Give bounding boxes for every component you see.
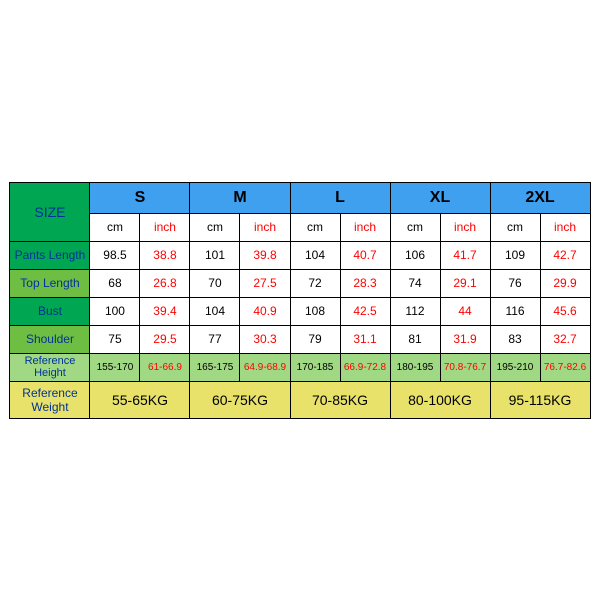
size-header: M	[190, 182, 290, 213]
val-cm: 101	[190, 241, 240, 269]
val-inch: 42.7	[540, 241, 590, 269]
val-inch: 39.8	[240, 241, 290, 269]
unit-inch: inch	[540, 213, 590, 241]
size-header: S	[90, 182, 190, 213]
val-inch: 29.1	[440, 269, 490, 297]
size-chart-table: SIZESMLXL2XLcminchcminchcminchcminchcmin…	[9, 182, 590, 419]
val-cm: 76	[490, 269, 540, 297]
unit-cm: cm	[190, 213, 240, 241]
row-label-bust: Bust	[10, 297, 90, 325]
ref-height-inch: 66.9-72.8	[340, 353, 390, 381]
size-header: L	[290, 182, 390, 213]
ref-height-inch: 76.7-82.6	[540, 353, 590, 381]
ref-weight-val: 80-100KG	[390, 381, 490, 418]
row-label-ref-height: Reference Height	[10, 353, 90, 381]
row-label-shoulder: Shoulder	[10, 325, 90, 353]
val-inch: 38.8	[140, 241, 190, 269]
size-label: SIZE	[10, 182, 90, 241]
unit-cm: cm	[490, 213, 540, 241]
val-inch: 44	[440, 297, 490, 325]
ref-height-inch: 61-66.9	[140, 353, 190, 381]
ref-height-cm: 180-195	[390, 353, 440, 381]
val-inch: 28.3	[340, 269, 390, 297]
val-cm: 74	[390, 269, 440, 297]
val-cm: 72	[290, 269, 340, 297]
ref-height-inch: 64.9-68.9	[240, 353, 290, 381]
val-inch: 42.5	[340, 297, 390, 325]
val-inch: 29.9	[540, 269, 590, 297]
ref-weight-val: 95-115KG	[490, 381, 590, 418]
val-inch: 45.6	[540, 297, 590, 325]
val-inch: 31.9	[440, 325, 490, 353]
ref-weight-val: 60-75KG	[190, 381, 290, 418]
val-cm: 98.5	[90, 241, 140, 269]
row-label-ref-weight: Reference Weight	[10, 381, 90, 418]
val-cm: 112	[390, 297, 440, 325]
val-cm: 104	[190, 297, 240, 325]
val-cm: 79	[290, 325, 340, 353]
val-inch: 27.5	[240, 269, 290, 297]
row-label-pants_length: Pants Length	[10, 241, 90, 269]
val-inch: 41.7	[440, 241, 490, 269]
val-inch: 26.8	[140, 269, 190, 297]
val-cm: 106	[390, 241, 440, 269]
ref-height-cm: 165-175	[190, 353, 240, 381]
val-inch: 30.3	[240, 325, 290, 353]
val-cm: 83	[490, 325, 540, 353]
val-inch: 29.5	[140, 325, 190, 353]
size-header: 2XL	[490, 182, 590, 213]
ref-weight-val: 70-85KG	[290, 381, 390, 418]
val-inch: 39.4	[140, 297, 190, 325]
unit-inch: inch	[140, 213, 190, 241]
ref-height-cm: 155-170	[90, 353, 140, 381]
val-cm: 68	[90, 269, 140, 297]
val-inch: 32.7	[540, 325, 590, 353]
val-cm: 81	[390, 325, 440, 353]
val-cm: 104	[290, 241, 340, 269]
val-cm: 77	[190, 325, 240, 353]
val-cm: 75	[90, 325, 140, 353]
ref-height-inch: 70.8-76.7	[440, 353, 490, 381]
unit-inch: inch	[240, 213, 290, 241]
val-inch: 31.1	[340, 325, 390, 353]
val-cm: 100	[90, 297, 140, 325]
ref-height-cm: 195-210	[490, 353, 540, 381]
unit-cm: cm	[90, 213, 140, 241]
val-inch: 40.7	[340, 241, 390, 269]
val-inch: 40.9	[240, 297, 290, 325]
row-label-top_length: Top Length	[10, 269, 90, 297]
val-cm: 116	[490, 297, 540, 325]
unit-inch: inch	[440, 213, 490, 241]
unit-cm: cm	[390, 213, 440, 241]
size-header: XL	[390, 182, 490, 213]
val-cm: 108	[290, 297, 340, 325]
val-cm: 70	[190, 269, 240, 297]
ref-height-cm: 170-185	[290, 353, 340, 381]
unit-cm: cm	[290, 213, 340, 241]
ref-weight-val: 55-65KG	[90, 381, 190, 418]
unit-inch: inch	[340, 213, 390, 241]
val-cm: 109	[490, 241, 540, 269]
